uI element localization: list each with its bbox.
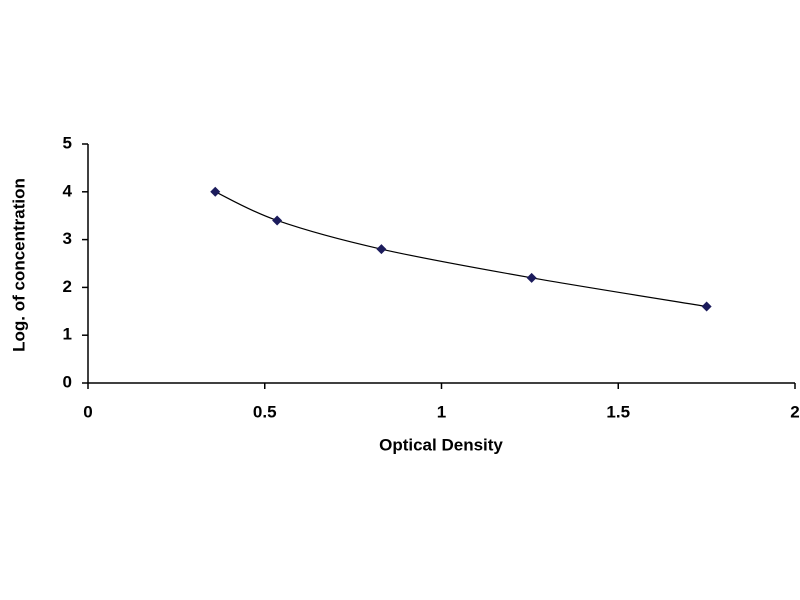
y-tick-label: 2 <box>63 277 72 296</box>
fit-line <box>215 191 707 308</box>
x-tick-label: 0.5 <box>253 402 277 421</box>
x-tick-label: 1.5 <box>606 402 630 421</box>
data-point <box>272 215 283 226</box>
data-point <box>526 272 537 283</box>
data-point <box>701 301 712 312</box>
y-tick-label: 0 <box>63 372 72 391</box>
x-tick-label: 1 <box>437 402 446 421</box>
data-point <box>376 244 387 255</box>
x-tick-label: 2 <box>790 402 799 421</box>
data-point <box>210 186 221 197</box>
y-tick-label: 3 <box>63 229 72 248</box>
x-tick-label: 0 <box>83 402 92 421</box>
x-axis-title: Optical Density <box>379 435 503 454</box>
y-tick-label: 4 <box>63 181 73 200</box>
y-tick-label: 1 <box>63 325 72 344</box>
y-axis-title: Log. of concentration <box>9 178 28 352</box>
y-tick-label: 5 <box>63 133 72 152</box>
